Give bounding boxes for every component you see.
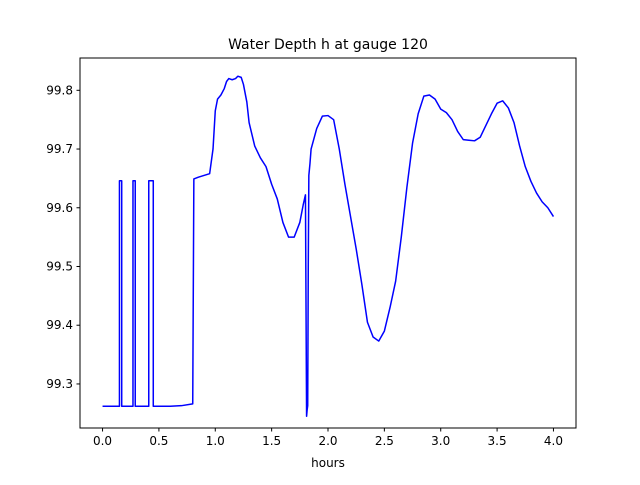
axis-ticks: 0.0 0.5 1.0 1.5 2.0 2.5 3.0 3.5 4.0 99.3 99.4 99.5 9… bbox=[46, 83, 563, 448]
x-tick-label: 2.5 bbox=[375, 434, 394, 448]
x-tick-label: 0.0 bbox=[93, 434, 112, 448]
x-tick-label: 3.5 bbox=[488, 434, 507, 448]
y-tick-label: 99.6 bbox=[46, 201, 73, 215]
x-tick-label: 1.0 bbox=[206, 434, 225, 448]
x-tick-label: 1.5 bbox=[262, 434, 281, 448]
axes-frame bbox=[79, 57, 577, 429]
x-tick-label: 3.0 bbox=[431, 434, 450, 448]
y-tick-label: 99.3 bbox=[46, 377, 73, 391]
plot-area bbox=[102, 75, 555, 417]
y-tick-label: 99.8 bbox=[46, 83, 73, 97]
x-tick-label: 2.0 bbox=[318, 434, 337, 448]
chart-title: Water Depth h at gauge 120 bbox=[228, 37, 428, 53]
series-line-0 bbox=[102, 75, 555, 417]
x-tick-label: 4.0 bbox=[544, 434, 563, 448]
y-tick-label: 99.7 bbox=[46, 142, 73, 156]
y-tick-label: 99.4 bbox=[46, 318, 73, 332]
x-tick-label: 0.5 bbox=[149, 434, 168, 448]
y-tick-label: 99.5 bbox=[46, 259, 73, 273]
x-axis-title: hours bbox=[311, 456, 345, 470]
